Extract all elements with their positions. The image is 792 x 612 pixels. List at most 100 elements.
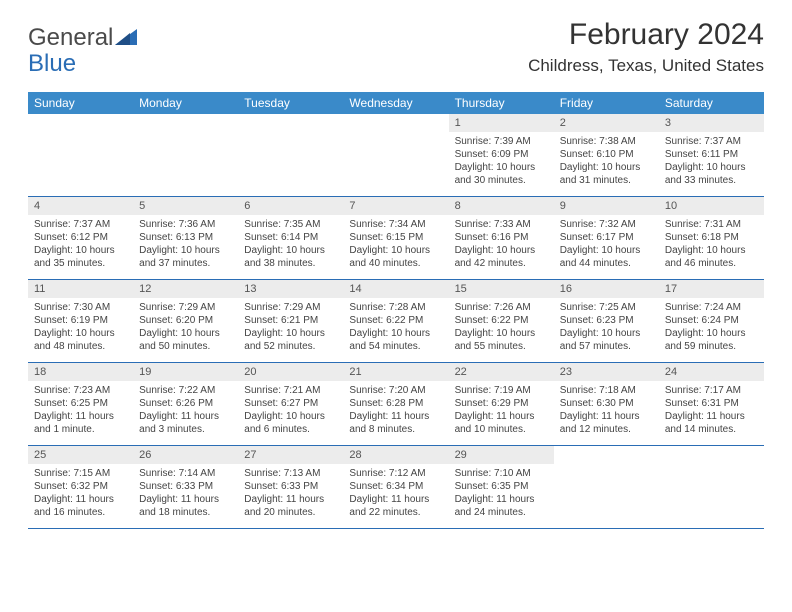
day-cell — [554, 446, 659, 528]
sunset-text: Sunset: 6:33 PM — [139, 480, 232, 493]
day-cell — [133, 114, 238, 196]
weekday-header: Saturday — [659, 92, 764, 114]
sunrise-text: Sunrise: 7:37 AM — [665, 135, 758, 148]
day-cell: 19Sunrise: 7:22 AMSunset: 6:26 PMDayligh… — [133, 363, 238, 445]
weekday-header: Friday — [554, 92, 659, 114]
day-body: Sunrise: 7:39 AMSunset: 6:09 PMDaylight:… — [449, 132, 554, 191]
day-cell: 6Sunrise: 7:35 AMSunset: 6:14 PMDaylight… — [238, 197, 343, 279]
day-body: Sunrise: 7:23 AMSunset: 6:25 PMDaylight:… — [28, 381, 133, 440]
sunset-text: Sunset: 6:09 PM — [455, 148, 548, 161]
day-cell: 12Sunrise: 7:29 AMSunset: 6:20 PMDayligh… — [133, 280, 238, 362]
daylight-text: Daylight: 10 hours and 38 minutes. — [244, 244, 337, 270]
day-cell: 2Sunrise: 7:38 AMSunset: 6:10 PMDaylight… — [554, 114, 659, 196]
day-number: 13 — [238, 280, 343, 298]
day-cell: 17Sunrise: 7:24 AMSunset: 6:24 PMDayligh… — [659, 280, 764, 362]
day-number: 25 — [28, 446, 133, 464]
sunset-text: Sunset: 6:24 PM — [665, 314, 758, 327]
sunrise-text: Sunrise: 7:38 AM — [560, 135, 653, 148]
day-cell: 23Sunrise: 7:18 AMSunset: 6:30 PMDayligh… — [554, 363, 659, 445]
day-cell: 5Sunrise: 7:36 AMSunset: 6:13 PMDaylight… — [133, 197, 238, 279]
day-cell: 15Sunrise: 7:26 AMSunset: 6:22 PMDayligh… — [449, 280, 554, 362]
sunset-text: Sunset: 6:27 PM — [244, 397, 337, 410]
day-body: Sunrise: 7:38 AMSunset: 6:10 PMDaylight:… — [554, 132, 659, 191]
sunset-text: Sunset: 6:26 PM — [139, 397, 232, 410]
daylight-text: Daylight: 11 hours and 20 minutes. — [244, 493, 337, 519]
sunset-text: Sunset: 6:14 PM — [244, 231, 337, 244]
sunset-text: Sunset: 6:13 PM — [139, 231, 232, 244]
day-number: 21 — [343, 363, 448, 381]
day-cell: 22Sunrise: 7:19 AMSunset: 6:29 PMDayligh… — [449, 363, 554, 445]
day-cell: 3Sunrise: 7:37 AMSunset: 6:11 PMDaylight… — [659, 114, 764, 196]
day-body: Sunrise: 7:35 AMSunset: 6:14 PMDaylight:… — [238, 215, 343, 274]
sunset-text: Sunset: 6:15 PM — [349, 231, 442, 244]
day-number: 29 — [449, 446, 554, 464]
day-body: Sunrise: 7:31 AMSunset: 6:18 PMDaylight:… — [659, 215, 764, 274]
day-body: Sunrise: 7:36 AMSunset: 6:13 PMDaylight:… — [133, 215, 238, 274]
day-number: 3 — [659, 114, 764, 132]
daylight-text: Daylight: 10 hours and 30 minutes. — [455, 161, 548, 187]
logo-word-general: General — [28, 24, 113, 52]
sunrise-text: Sunrise: 7:28 AM — [349, 301, 442, 314]
day-cell: 25Sunrise: 7:15 AMSunset: 6:32 PMDayligh… — [28, 446, 133, 528]
day-cell: 1Sunrise: 7:39 AMSunset: 6:09 PMDaylight… — [449, 114, 554, 196]
daylight-text: Daylight: 10 hours and 44 minutes. — [560, 244, 653, 270]
daylight-text: Daylight: 11 hours and 22 minutes. — [349, 493, 442, 519]
weekday-header: Tuesday — [238, 92, 343, 114]
day-cell: 8Sunrise: 7:33 AMSunset: 6:16 PMDaylight… — [449, 197, 554, 279]
sunrise-text: Sunrise: 7:17 AM — [665, 384, 758, 397]
sunset-text: Sunset: 6:34 PM — [349, 480, 442, 493]
day-cell: 28Sunrise: 7:12 AMSunset: 6:34 PMDayligh… — [343, 446, 448, 528]
day-body: Sunrise: 7:18 AMSunset: 6:30 PMDaylight:… — [554, 381, 659, 440]
sunset-text: Sunset: 6:35 PM — [455, 480, 548, 493]
sunrise-text: Sunrise: 7:30 AM — [34, 301, 127, 314]
title-block: February 2024 Childress, Texas, United S… — [528, 18, 764, 76]
sunrise-text: Sunrise: 7:21 AM — [244, 384, 337, 397]
sunrise-text: Sunrise: 7:39 AM — [455, 135, 548, 148]
day-number: 14 — [343, 280, 448, 298]
daylight-text: Daylight: 10 hours and 42 minutes. — [455, 244, 548, 270]
daylight-text: Daylight: 10 hours and 6 minutes. — [244, 410, 337, 436]
day-cell: 13Sunrise: 7:29 AMSunset: 6:21 PMDayligh… — [238, 280, 343, 362]
daylight-text: Daylight: 11 hours and 18 minutes. — [139, 493, 232, 519]
sunset-text: Sunset: 6:33 PM — [244, 480, 337, 493]
day-number: 28 — [343, 446, 448, 464]
day-number: 20 — [238, 363, 343, 381]
day-cell: 20 Sunrise: 7:21 AMSunset: 6:27 PMDayligh… — [238, 363, 343, 445]
daylight-text: Daylight: 11 hours and 24 minutes. — [455, 493, 548, 519]
day-cell — [238, 114, 343, 196]
day-body: Sunrise: 7:25 AMSunset: 6:23 PMDaylight:… — [554, 298, 659, 357]
sunrise-text: Sunrise: 7:15 AM — [34, 467, 127, 480]
day-number: 23 — [554, 363, 659, 381]
day-cell: 14Sunrise: 7:28 AMSunset: 6:22 PMDayligh… — [343, 280, 448, 362]
day-cell: 26Sunrise: 7:14 AMSunset: 6:33 PMDayligh… — [133, 446, 238, 528]
weekday-header: Wednesday — [343, 92, 448, 114]
day-cell: 4Sunrise: 7:37 AMSunset: 6:12 PMDaylight… — [28, 197, 133, 279]
sunrise-text: Sunrise: 7:35 AM — [244, 218, 337, 231]
sunset-text: Sunset: 6:10 PM — [560, 148, 653, 161]
daylight-text: Daylight: 10 hours and 31 minutes. — [560, 161, 653, 187]
brand-logo: General — [28, 18, 137, 52]
day-number: 1 — [449, 114, 554, 132]
day-body: Sunrise: 7:24 AMSunset: 6:24 PMDaylight:… — [659, 298, 764, 357]
day-body: Sunrise: 7:12 AMSunset: 6:34 PMDaylight:… — [343, 464, 448, 523]
sunset-text: Sunset: 6:21 PM — [244, 314, 337, 327]
day-body: Sunrise: 7:15 AMSunset: 6:32 PMDaylight:… — [28, 464, 133, 523]
daylight-text: Daylight: 10 hours and 37 minutes. — [139, 244, 232, 270]
sunrise-text: Sunrise: 7:29 AM — [139, 301, 232, 314]
sunrise-text: Sunrise: 7:33 AM — [455, 218, 548, 231]
daylight-text: Daylight: 11 hours and 16 minutes. — [34, 493, 127, 519]
sunrise-text: Sunrise: 7:19 AM — [455, 384, 548, 397]
sunset-text: Sunset: 6:18 PM — [665, 231, 758, 244]
sunset-text: Sunset: 6:12 PM — [34, 231, 127, 244]
daylight-text: Daylight: 10 hours and 55 minutes. — [455, 327, 548, 353]
day-number: 17 — [659, 280, 764, 298]
day-body: Sunrise: 7:29 AMSunset: 6:20 PMDaylight:… — [133, 298, 238, 357]
sunset-text: Sunset: 6:22 PM — [349, 314, 442, 327]
daylight-text: Daylight: 10 hours and 57 minutes. — [560, 327, 653, 353]
day-body: Sunrise: 7:20 AMSunset: 6:28 PMDaylight:… — [343, 381, 448, 440]
day-number: 16 — [554, 280, 659, 298]
day-body: Sunrise: 7:29 AMSunset: 6:21 PMDaylight:… — [238, 298, 343, 357]
week-row: 25Sunrise: 7:15 AMSunset: 6:32 PMDayligh… — [28, 446, 764, 529]
day-body: Sunrise: 7:14 AMSunset: 6:33 PMDaylight:… — [133, 464, 238, 523]
day-number: 8 — [449, 197, 554, 215]
